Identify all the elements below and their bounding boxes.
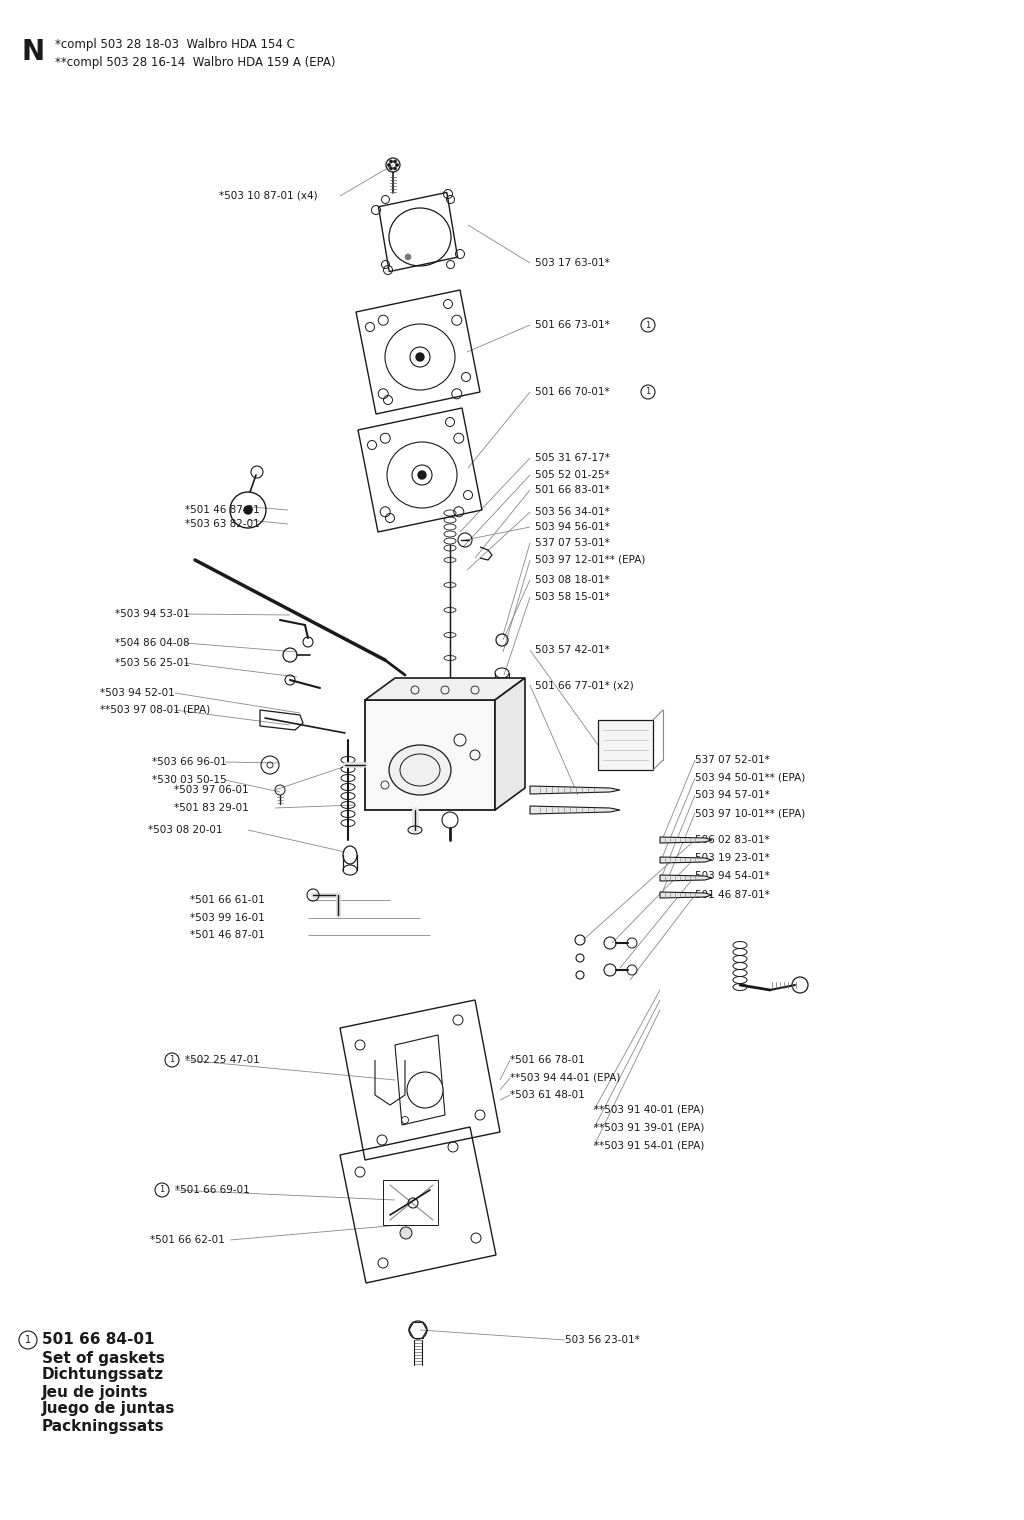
- Text: 503 08 18-01*: 503 08 18-01*: [535, 575, 609, 585]
- Polygon shape: [660, 838, 712, 844]
- Text: *502 25 47-01: *502 25 47-01: [185, 1055, 260, 1066]
- Text: *501 66 69-01: *501 66 69-01: [175, 1186, 250, 1195]
- Text: 506 02 83-01*: 506 02 83-01*: [695, 834, 770, 845]
- Text: *503 94 52-01: *503 94 52-01: [100, 689, 175, 698]
- Text: Jeu de joints: Jeu de joints: [42, 1385, 148, 1400]
- Text: 501 66 83-01*: 501 66 83-01*: [535, 485, 609, 496]
- Text: *503 97 06-01: *503 97 06-01: [174, 784, 249, 795]
- Text: 503 56 34-01*: 503 56 34-01*: [535, 508, 609, 517]
- Text: *503 61 48-01: *503 61 48-01: [510, 1090, 585, 1100]
- Bar: [383, 1180, 438, 1225]
- Text: *503 63 82-01: *503 63 82-01: [185, 518, 260, 529]
- Text: 501 46 87-01*: 501 46 87-01*: [695, 891, 770, 900]
- Text: N: N: [22, 38, 45, 65]
- Bar: [598, 720, 653, 771]
- Text: Set of gaskets: Set of gaskets: [42, 1350, 165, 1365]
- Polygon shape: [530, 786, 620, 793]
- Text: 1: 1: [169, 1055, 175, 1064]
- Polygon shape: [495, 678, 525, 810]
- Text: *501 66 78-01: *501 66 78-01: [510, 1055, 585, 1066]
- Text: **compl 503 28 16-14  Walbro HDA 159 A (EPA): **compl 503 28 16-14 Walbro HDA 159 A (E…: [55, 56, 336, 68]
- Text: 501 66 84-01: 501 66 84-01: [42, 1333, 155, 1348]
- Text: 503 97 10-01** (EPA): 503 97 10-01** (EPA): [695, 809, 805, 818]
- Text: *501 46 87-01: *501 46 87-01: [190, 930, 265, 939]
- Text: 503 94 57-01*: 503 94 57-01*: [695, 790, 770, 800]
- Text: 503 97 12-01** (EPA): 503 97 12-01** (EPA): [535, 555, 645, 565]
- Text: **503 97 08-01 (EPA): **503 97 08-01 (EPA): [100, 705, 210, 714]
- Circle shape: [406, 254, 411, 260]
- Polygon shape: [660, 892, 712, 898]
- Text: **503 91 39-01 (EPA): **503 91 39-01 (EPA): [594, 1123, 705, 1132]
- Text: *501 83 29-01: *501 83 29-01: [174, 803, 249, 813]
- Text: **503 91 54-01 (EPA): **503 91 54-01 (EPA): [594, 1142, 705, 1151]
- Circle shape: [418, 471, 426, 479]
- Text: *501 46 87-01: *501 46 87-01: [185, 505, 260, 515]
- Text: 503 19 23-01*: 503 19 23-01*: [695, 853, 770, 863]
- Text: Packningssats: Packningssats: [42, 1418, 165, 1433]
- Text: *503 10 87-01 (x4): *503 10 87-01 (x4): [219, 192, 317, 201]
- Circle shape: [244, 506, 252, 514]
- Polygon shape: [365, 678, 525, 701]
- Bar: [365, 701, 495, 810]
- Text: **503 94 44-01 (EPA): **503 94 44-01 (EPA): [510, 1073, 621, 1082]
- Text: *503 99 16-01: *503 99 16-01: [190, 914, 265, 923]
- Text: *501 66 62-01: *501 66 62-01: [150, 1234, 224, 1245]
- Circle shape: [393, 167, 396, 170]
- Circle shape: [387, 164, 390, 167]
- Circle shape: [395, 164, 398, 167]
- Text: 505 31 67-17*: 505 31 67-17*: [535, 453, 610, 464]
- Text: *501 66 61-01: *501 66 61-01: [190, 895, 265, 904]
- Text: 503 17 63-01*: 503 17 63-01*: [535, 258, 609, 268]
- Text: 1: 1: [160, 1186, 165, 1195]
- Polygon shape: [530, 806, 620, 815]
- Circle shape: [389, 160, 392, 163]
- Text: 1: 1: [645, 321, 650, 330]
- Text: *503 08 20-01: *503 08 20-01: [148, 825, 222, 834]
- Text: 503 94 56-01*: 503 94 56-01*: [535, 521, 609, 532]
- Ellipse shape: [389, 745, 451, 795]
- Circle shape: [407, 1072, 443, 1108]
- Text: *503 66 96-01: *503 66 96-01: [152, 757, 226, 768]
- Text: 501 66 73-01*: 501 66 73-01*: [535, 321, 609, 330]
- Circle shape: [400, 1227, 412, 1239]
- Text: 503 57 42-01*: 503 57 42-01*: [535, 644, 609, 655]
- Text: 505 52 01-25*: 505 52 01-25*: [535, 470, 609, 480]
- Text: 1: 1: [25, 1335, 31, 1345]
- Text: *503 56 25-01: *503 56 25-01: [115, 658, 189, 667]
- Text: *503 94 53-01: *503 94 53-01: [115, 610, 189, 619]
- Text: 503 94 54-01*: 503 94 54-01*: [695, 871, 770, 882]
- Circle shape: [393, 160, 396, 163]
- Circle shape: [389, 167, 392, 170]
- Text: 537 07 53-01*: 537 07 53-01*: [535, 538, 609, 549]
- Text: Dichtungssatz: Dichtungssatz: [42, 1368, 164, 1383]
- Text: *compl 503 28 18-03  Walbro HDA 154 C: *compl 503 28 18-03 Walbro HDA 154 C: [55, 38, 295, 52]
- Text: 503 56 23-01*: 503 56 23-01*: [565, 1335, 640, 1345]
- Text: 1: 1: [645, 388, 650, 397]
- Text: 503 94 50-01** (EPA): 503 94 50-01** (EPA): [695, 774, 805, 783]
- Text: *530 03 50-15: *530 03 50-15: [152, 775, 226, 784]
- Text: 501 66 70-01*: 501 66 70-01*: [535, 388, 609, 397]
- Text: 501 66 77-01* (x2): 501 66 77-01* (x2): [535, 679, 634, 690]
- Text: **503 91 40-01 (EPA): **503 91 40-01 (EPA): [594, 1105, 705, 1116]
- Text: 503 58 15-01*: 503 58 15-01*: [535, 591, 609, 602]
- Text: *504 86 04-08: *504 86 04-08: [115, 638, 189, 648]
- Polygon shape: [660, 876, 712, 882]
- Text: Juego de juntas: Juego de juntas: [42, 1401, 175, 1417]
- Circle shape: [416, 353, 424, 362]
- Polygon shape: [395, 1035, 445, 1125]
- Text: 537 07 52-01*: 537 07 52-01*: [695, 755, 770, 765]
- Polygon shape: [660, 857, 712, 863]
